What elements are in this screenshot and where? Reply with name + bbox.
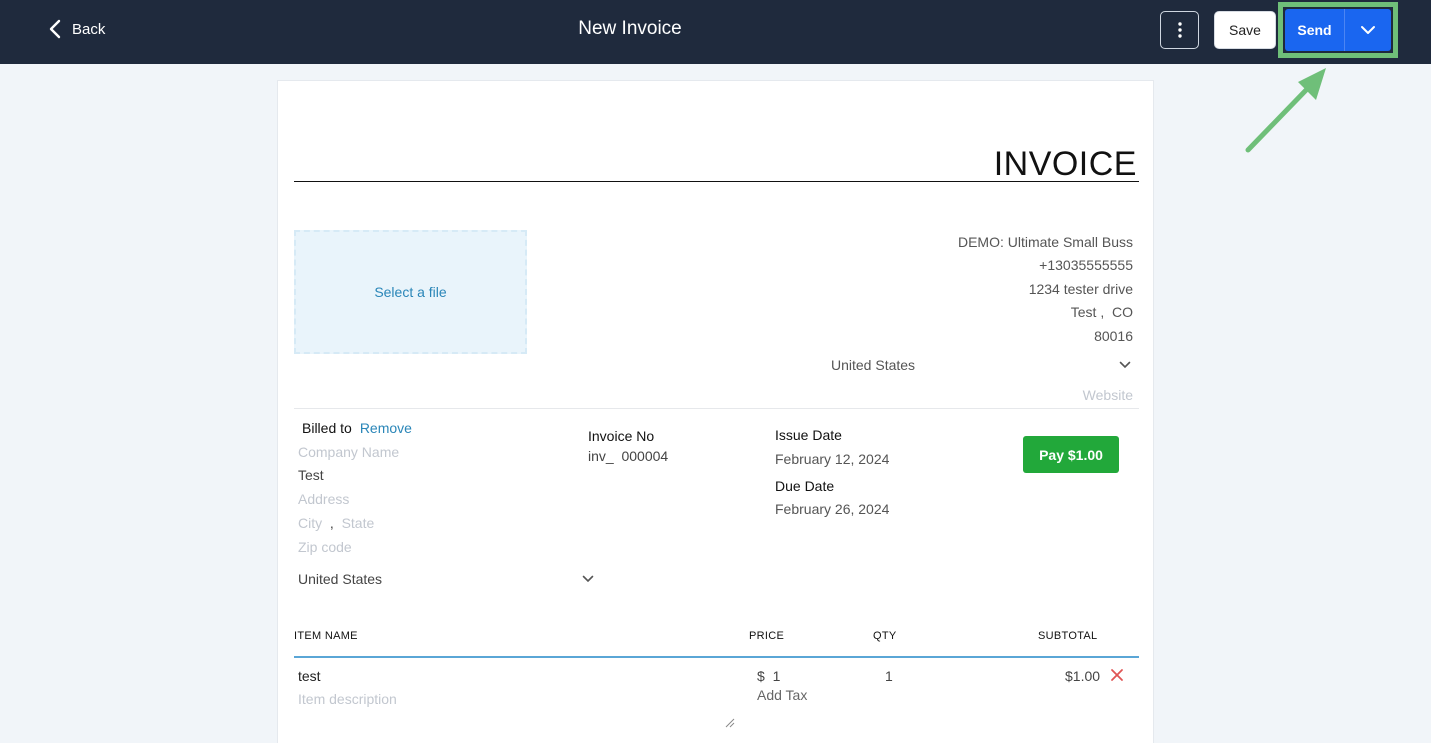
pay-button[interactable]: Pay $1.00 <box>1023 436 1119 473</box>
client-company-input[interactable]: Company Name <box>298 444 400 460</box>
invoice-number-input[interactable]: 000004 <box>621 448 669 464</box>
client-city-input[interactable]: City <box>298 515 323 531</box>
more-options-button[interactable] <box>1160 11 1199 49</box>
qty-input[interactable]: 1 <box>885 668 893 684</box>
price-header: PRICE <box>749 630 785 642</box>
company-zip[interactable]: 80016 <box>1094 327 1133 344</box>
invoice-no-label: Invoice No <box>588 428 655 444</box>
item-description-input[interactable]: Item description <box>298 691 397 707</box>
billed-to-label: Billed to <box>302 420 352 436</box>
invoice-no-field: inv_ 000004 <box>588 448 668 464</box>
section-divider <box>294 408 1139 409</box>
price-input[interactable]: 1 <box>772 668 781 684</box>
company-country-select[interactable]: United States <box>831 355 1131 375</box>
back-label: Back <box>72 20 106 38</box>
comma-separator: , <box>326 515 338 531</box>
currency-symbol: $ <box>757 668 765 684</box>
top-bar: Back New Invoice Save Send <box>0 0 1431 64</box>
heading-divider <box>294 181 1139 182</box>
qty-header: QTY <box>873 630 897 642</box>
price-field: $ 1 <box>757 668 780 684</box>
send-button[interactable]: Send <box>1285 9 1345 51</box>
kebab-menu-icon <box>1177 22 1182 38</box>
invoice-heading: INVOICE <box>993 145 1137 183</box>
company-city-state: Test , CO <box>958 301 1133 324</box>
items-header-divider <box>294 656 1139 658</box>
chevron-down-icon <box>1119 361 1131 369</box>
company-info: DEMO: Ultimate Small Buss +13035555555 1… <box>958 231 1133 348</box>
comma-separator: , <box>1100 304 1109 321</box>
client-zip-input[interactable]: Zip code <box>298 539 352 555</box>
client-name-input[interactable]: Test <box>298 467 324 483</box>
client-state-input[interactable]: State <box>341 515 375 531</box>
add-tax-link[interactable]: Add Tax <box>757 687 808 703</box>
client-country-select[interactable]: United States <box>298 569 594 589</box>
send-button-group: Send <box>1285 9 1391 51</box>
company-country-value: United States <box>831 357 916 373</box>
due-date-input[interactable]: February 26, 2024 <box>775 501 890 517</box>
page-title: New Invoice <box>578 18 682 39</box>
save-button[interactable]: Save <box>1214 11 1276 49</box>
chevron-down-icon <box>582 575 594 583</box>
logo-upload-label: Select a file <box>374 284 447 300</box>
resize-handle-icon[interactable] <box>725 718 735 728</box>
subtotal-value: $1.00 <box>1065 668 1101 684</box>
send-highlight-box <box>1278 2 1398 58</box>
annotation-arrow-icon <box>1245 68 1326 153</box>
client-city-state: City , State <box>298 515 374 531</box>
remove-client-link[interactable]: Remove <box>359 420 412 436</box>
back-button[interactable]: Back <box>48 16 105 42</box>
logo-upload-area[interactable]: Select a file <box>294 230 527 354</box>
item-name-header: ITEM NAME <box>294 630 358 642</box>
send-dropdown-button[interactable] <box>1345 9 1391 51</box>
close-icon[interactable] <box>1110 668 1124 682</box>
chevron-left-icon <box>49 19 61 39</box>
company-state[interactable]: CO <box>1112 304 1133 321</box>
due-date-label: Due Date <box>775 478 835 494</box>
invoice-card: INVOICE Select a file DEMO: Ultimate Sma… <box>277 80 1154 743</box>
chevron-down-icon <box>1361 26 1375 34</box>
company-phone[interactable]: +13035555555 <box>1039 257 1133 274</box>
issue-date-input[interactable]: February 12, 2024 <box>775 451 890 467</box>
billed-to-header: Billed to Remove <box>302 420 412 436</box>
subtotal-header: SUBTOTAL <box>1038 630 1098 642</box>
client-address-input[interactable]: Address <box>298 491 350 507</box>
company-city[interactable]: Test <box>1070 304 1097 321</box>
item-name-input[interactable]: test <box>298 668 321 684</box>
website-input[interactable]: Website <box>1082 387 1133 403</box>
company-address[interactable]: 1234 tester drive <box>1028 280 1133 297</box>
issue-date-label: Issue Date <box>775 427 842 443</box>
invoice-prefix[interactable]: inv_ <box>588 448 614 464</box>
company-name[interactable]: DEMO: Ultimate Small Buss <box>957 234 1133 250</box>
client-country-value: United States <box>298 571 383 587</box>
